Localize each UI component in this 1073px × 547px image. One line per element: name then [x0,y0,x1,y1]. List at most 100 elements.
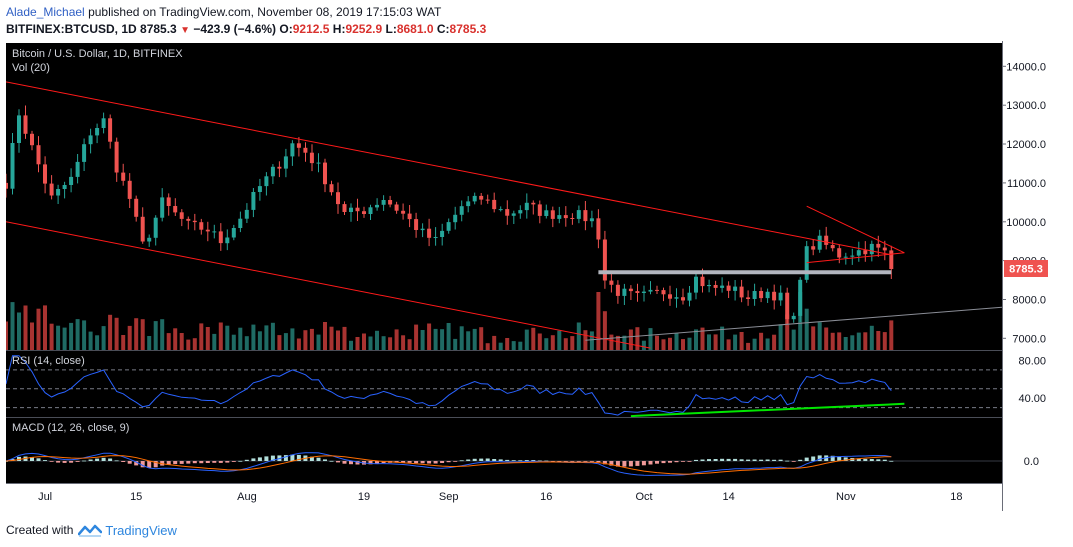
volume-bar [23,305,28,350]
open-value: 9212.5 [292,22,330,36]
macd-histogram-bar [739,459,744,461]
volume-bar [596,292,601,350]
candle-body [505,209,510,216]
candle-body [641,291,646,293]
volume-bar [186,339,191,350]
volume-bar [49,323,54,350]
candle-body [707,285,711,287]
volume-bar [863,332,868,350]
volume-bar [641,340,646,350]
macd-histogram-bar [166,461,171,465]
ohlc-summary: BITFINEX:BTCUSD, 1D 8785.3 ▼ −423.9 (−4.… [6,22,486,36]
macd-histogram-bar [576,461,581,462]
macd-pane[interactable] [6,418,1002,483]
time-scale[interactable]: Jul 15 Aug 19 Sep 16 Oct 14 Nov 18 [38,491,962,503]
volume-bar [492,335,497,350]
macd-histogram-bar [153,461,158,468]
macd-histogram-bar [49,461,54,462]
macd-histogram-bar [179,461,184,464]
candle-body [778,292,783,301]
candle-body [700,276,705,287]
candle-body [889,250,894,269]
macd-histogram-bar [817,455,822,461]
price-change: −423.9 (−4.6%) [193,22,277,36]
price-pane[interactable] [6,43,1002,350]
macd-histogram-bar [336,461,340,463]
down-arrow-icon: ▼ [180,25,190,36]
candle-body [101,118,106,128]
time-tick-label: Oct [635,491,652,503]
trend-annotations [6,81,1003,349]
volume-bar [635,327,640,350]
trading-chart[interactable]: 14000.013000.012000.011000.010000.09000.… [6,41,1068,514]
macd-histogram-bar [323,459,327,461]
volume-bar [726,339,731,350]
candle-body [231,228,236,238]
candle-body [192,220,197,223]
macd-histogram-bar [518,460,523,462]
macd-histogram-bar [329,460,334,462]
candle-body [309,152,314,164]
volume-bar [811,326,816,350]
volume-bar [687,337,692,350]
candle-body [720,285,725,288]
macd-histogram-bar [466,459,471,461]
publish-text: published on TradingView.com, November 0… [88,5,442,19]
rsi-tick-label: 80.00 [1018,355,1046,367]
volume-bar [485,343,490,350]
candle-body [609,280,614,285]
candle-body [863,250,868,255]
candle-body [726,285,731,291]
volume-bar [472,328,477,350]
volume-bar [466,331,471,350]
candle-body [511,213,516,216]
candle-body [628,288,633,292]
macd-histogram-bar [492,459,497,461]
rsi-label: RSI (14, close) [12,355,85,367]
macd-histogram-bar [635,461,640,466]
author-link[interactable]: Alade_Michael [6,5,85,19]
rising-line [585,306,1003,341]
macd-histogram-bar [381,461,386,464]
candle-body [257,186,262,192]
volume-bar [88,331,93,350]
macd-histogram-bar [36,458,41,461]
volume-bar [655,335,659,350]
volume-bar [856,332,861,350]
candle-body [850,255,855,257]
candle-body [661,290,666,295]
volume-bar [134,318,139,350]
volume-bar [401,335,406,350]
candle-body [550,210,555,219]
macd-histogram-bar [791,461,796,462]
volume-bar [231,334,236,350]
macd-histogram-bar [485,458,490,461]
candle-body [414,219,419,230]
macd-histogram-bar [759,459,764,461]
volume-bar [264,325,269,350]
macd-histogram-bar [349,461,353,465]
volume-bar [218,322,223,350]
candle-body [316,162,321,164]
candle-body [108,118,113,142]
rsi-indicator [6,355,1002,418]
candle-body [837,248,842,258]
volume-bar [6,321,8,350]
time-tick-label: 18 [950,491,962,503]
macd-histogram-bar [746,459,751,461]
volume-bars [6,292,894,350]
volume-bar [524,329,529,350]
volume-bar [56,325,61,350]
volume-bar [791,329,796,350]
candle-body [166,197,171,206]
candle-body [869,243,874,255]
macd-histogram-bar [114,460,119,462]
macd-histogram-bar [765,459,770,461]
candle-body [811,246,816,250]
tradingview-brand[interactable]: TradingView [105,522,177,538]
macd-histogram-bar [414,461,419,464]
candle-body [23,115,28,134]
candle-body [498,209,503,211]
volume-bar [290,328,295,350]
macd-indicator [6,452,1002,476]
